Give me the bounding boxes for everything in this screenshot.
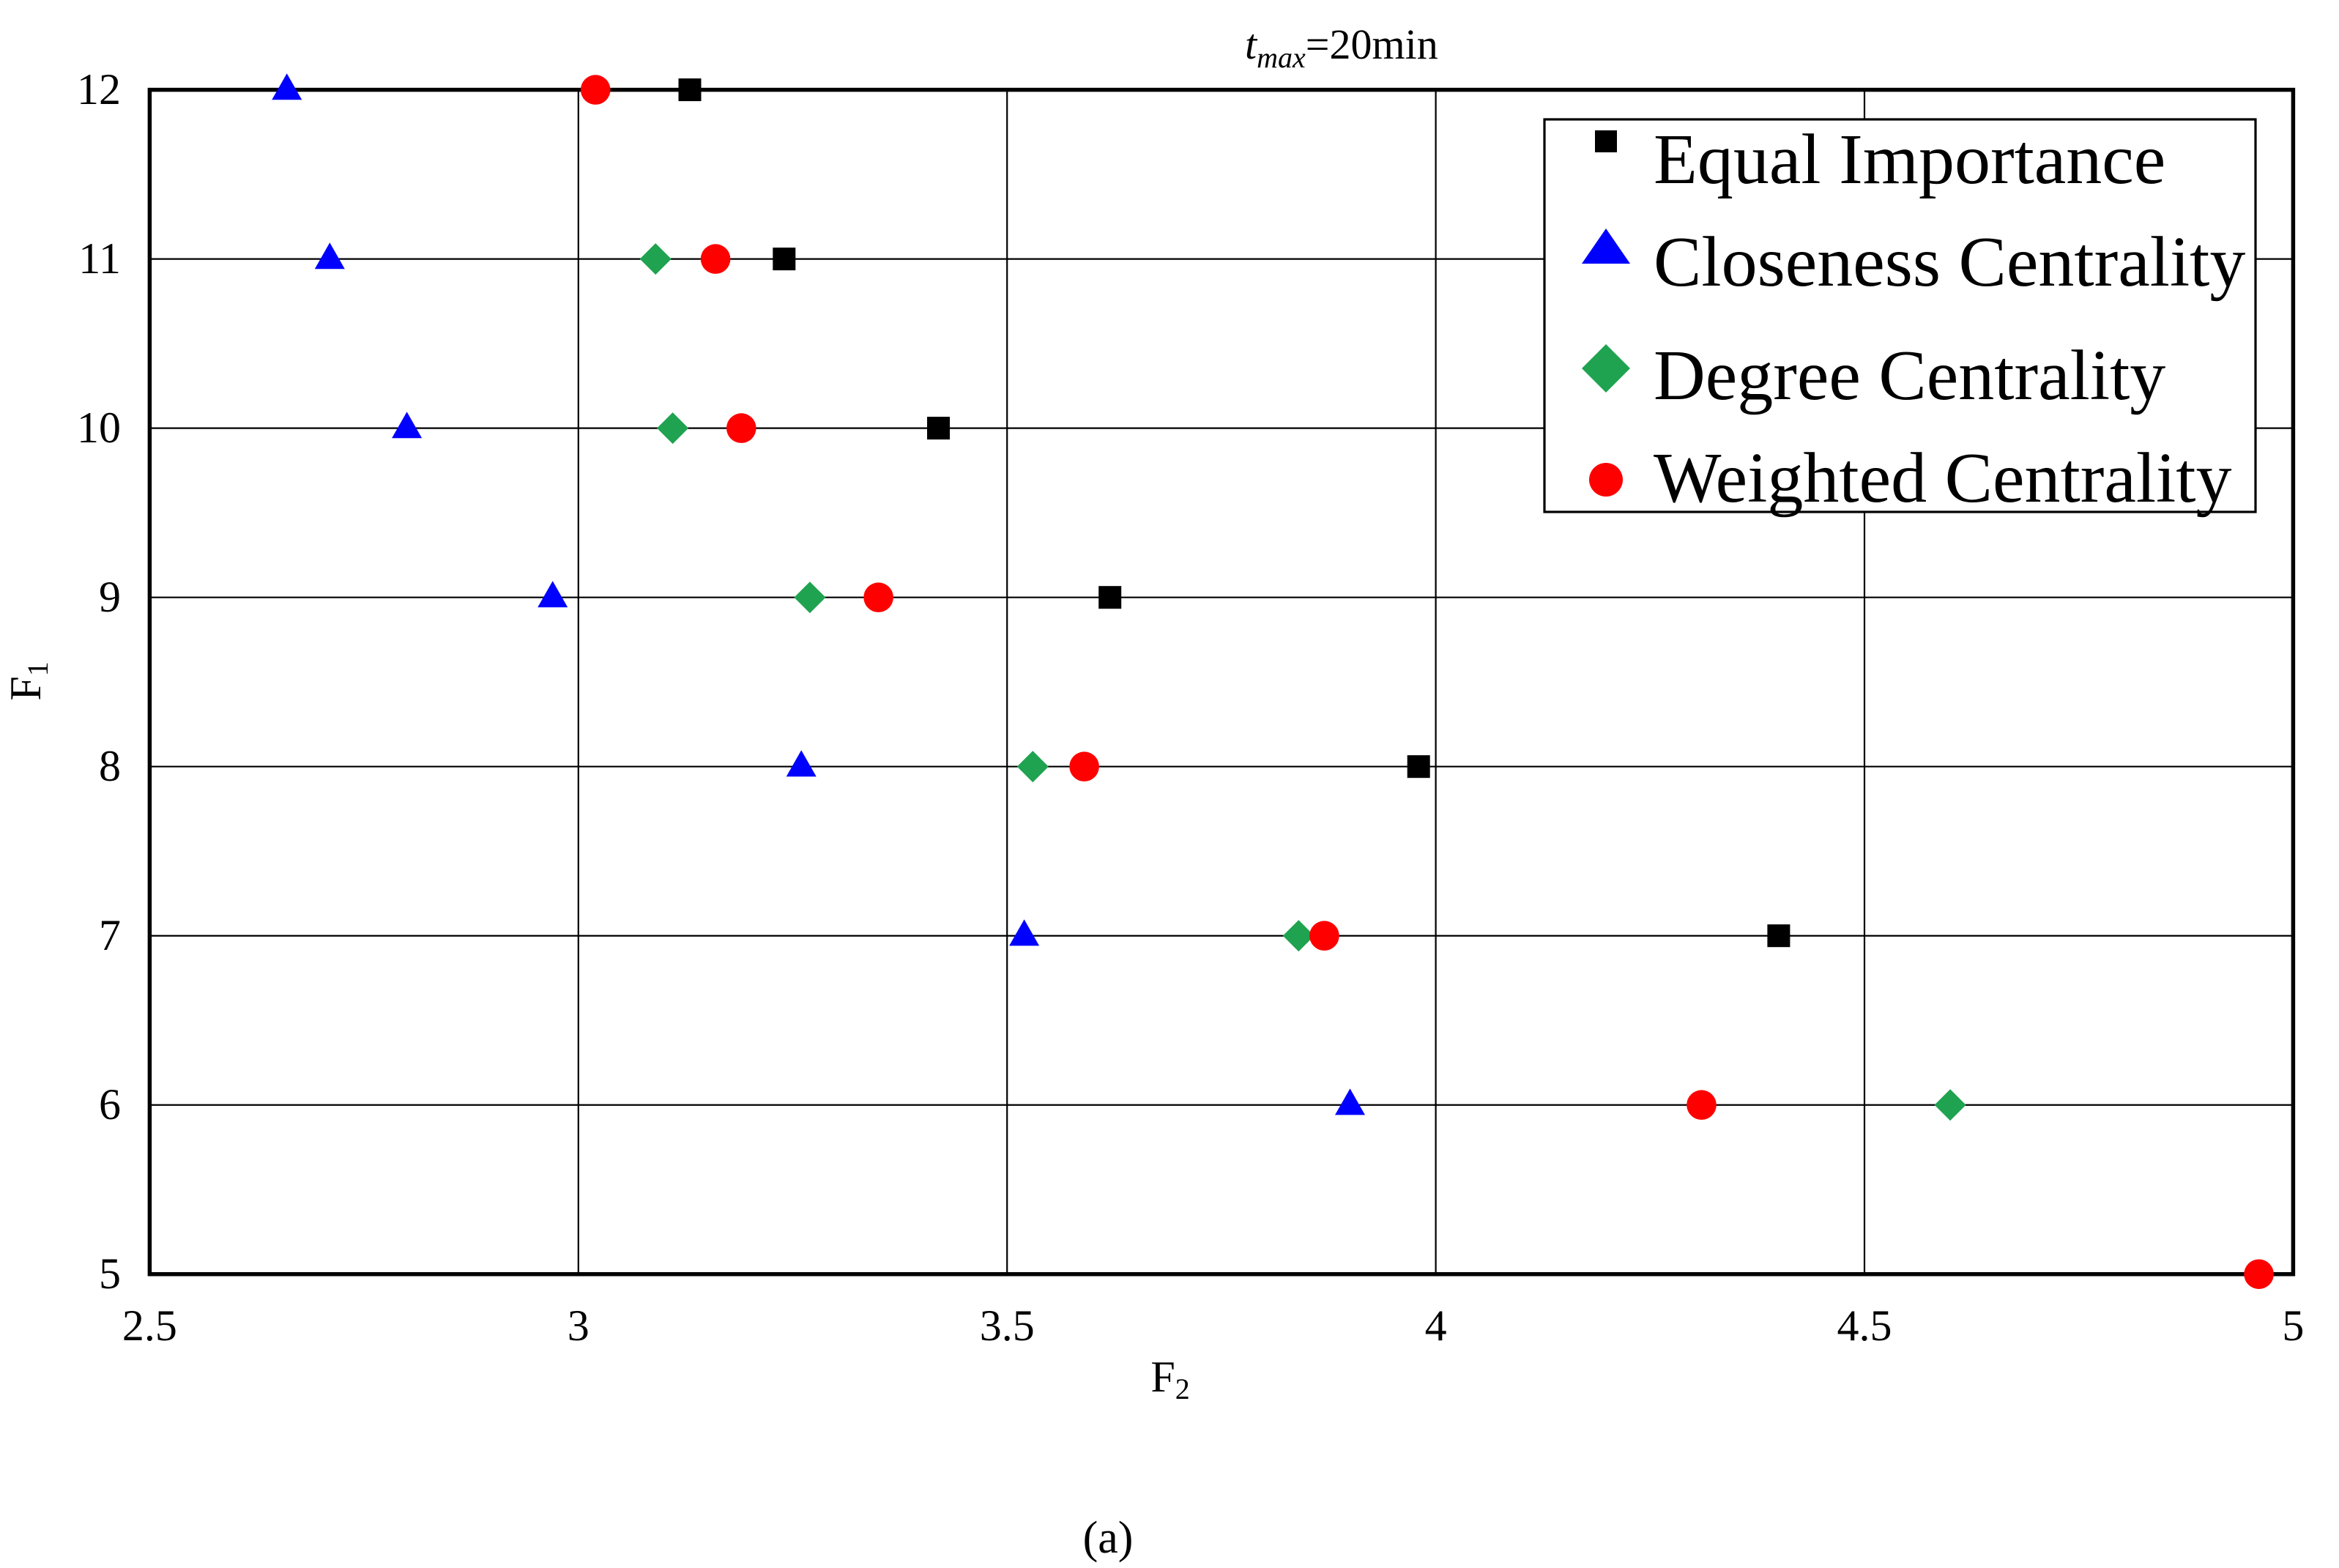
svg-text:Equal Importance: Equal Importance	[1654, 120, 2165, 199]
svg-text:(a): (a)	[1083, 1513, 1134, 1563]
svg-text:8: 8	[99, 742, 121, 790]
svg-text:11: 11	[78, 234, 121, 283]
svg-text:5: 5	[99, 1249, 121, 1298]
svg-text:12: 12	[77, 65, 121, 114]
svg-text:10: 10	[77, 404, 121, 452]
svg-text:Weighted Centrality: Weighted Centrality	[1654, 439, 2232, 518]
svg-text:Closeness Centrality: Closeness Centrality	[1654, 223, 2245, 302]
svg-text:9: 9	[99, 573, 121, 621]
svg-text:3.5: 3.5	[980, 1301, 1035, 1350]
svg-text:6: 6	[99, 1080, 121, 1129]
svg-text:3: 3	[568, 1301, 590, 1350]
svg-text:5: 5	[2282, 1301, 2304, 1350]
svg-text:4: 4	[1425, 1301, 1447, 1350]
svg-text:2.5: 2.5	[122, 1301, 177, 1350]
svg-text:4.5: 4.5	[1837, 1301, 1892, 1350]
svg-text:Degree Centrality: Degree Centrality	[1654, 336, 2165, 415]
svg-text:7: 7	[99, 911, 121, 959]
